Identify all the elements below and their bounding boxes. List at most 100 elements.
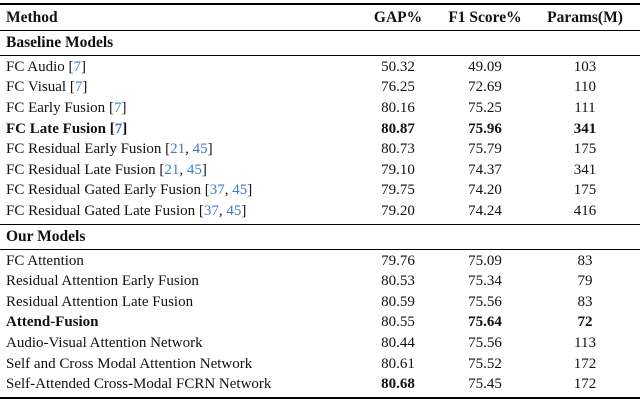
citation-link[interactable]: 37 [203,202,219,219]
gap-cell: 80.53 [381,273,415,290]
citation-link[interactable]: 45 [226,202,242,219]
method-cell: FC Early Fusion [7] [6,100,358,117]
citation-bracket-close: ] [241,202,247,219]
gap-cell: 80.61 [381,355,415,372]
method-name: FC Residual Late Fusion [6,161,156,178]
citation-link[interactable]: 7 [113,99,122,116]
citation-separator: , [224,182,233,199]
params-cell: 110 [574,79,596,96]
method-cell: Residual Attention Late Fusion [6,294,358,311]
params-cell: 79 [577,273,593,290]
method-name: FC Residual Early Fusion [6,141,162,158]
citation-bracket-close: ] [81,58,87,75]
citation-link[interactable]: 21 [170,141,186,158]
table-header-row: Method GAP% F1 Score% Params(M) [0,5,640,31]
f1-cell: 75.56 [468,334,502,351]
citation-bracket-close: ] [82,79,88,96]
method-cell: FC Residual Gated Early Fusion [37, 45] [6,182,358,199]
gap-cell: 80.73 [381,141,415,158]
section-title: Baseline Models [6,34,114,51]
method-name: FC Early Fusion [6,99,106,116]
table-row: FC Attention 79.76 75.09 83 [0,251,640,272]
column-header-f1: F1 Score% [448,8,522,26]
table-row: FC Early Fusion [7] 80.16 75.25 111 [0,98,640,119]
method-cell: Attend-Fusion [6,314,358,331]
method-cell: FC Visual [7] [6,79,358,96]
citation-link[interactable]: 7 [73,58,82,75]
citation-link[interactable]: 21 [164,161,180,178]
gap-cell: 80.68 [381,376,415,393]
method-cell: FC Audio [7] [6,59,358,76]
method-name: FC Visual [6,79,67,96]
method-name: Residual Attention Late Fusion [6,293,194,310]
params-cell: 341 [573,161,597,178]
table-row: FC Residual Gated Late Fusion [37, 45] 79… [0,201,640,222]
citation-link[interactable]: 45 [192,141,208,158]
citation-link[interactable]: 45 [186,161,202,178]
citation-link[interactable]: 45 [232,182,248,199]
section-header: Our Models [0,225,640,250]
citation-separator: , [218,202,227,219]
citation-separator: , [185,141,193,158]
f1-cell: 75.09 [468,252,502,269]
table-body: Baseline Models FC Audio [7] 50.32 49.09 103… [0,31,640,399]
f1-cell: 75.34 [468,273,502,290]
results-table: Method GAP% F1 Score% Params(M) Baseline… [0,3,640,399]
gap-cell: 80.59 [381,293,415,310]
citation-bracket-open: [ [161,141,171,158]
citation-bracket-open: [ [106,120,115,137]
method-name: Residual Attention Early Fusion [6,273,199,290]
section-rows: FC Audio [7] 50.32 49.09 103 FC Visual [7] 76… [0,56,640,225]
params-cell: 113 [574,334,596,351]
method-cell: FC Residual Gated Late Fusion [37, 45] [6,203,358,220]
f1-cell: 74.37 [468,161,502,178]
gap-cell: 79.76 [381,252,415,269]
f1-cell: 75.25 [468,99,502,116]
citation-bracket-open: [ [155,161,165,178]
f1-cell: 75.96 [468,120,502,137]
params-cell: 341 [573,120,597,137]
table-row: FC Residual Gated Early Fusion [37, 45] 7… [0,181,640,202]
params-cell: 175 [573,141,597,158]
method-name: Audio-Visual Attention Network [6,334,203,351]
params-cell: 103 [573,58,597,75]
table-row: Audio-Visual Attention Network 80.44 75.56… [0,333,640,354]
method-cell: Self and Cross Modal Attention Network [6,356,358,373]
table-row: Self-Attended Cross-Modal FCRN Network 80… [0,374,640,395]
f1-cell: 75.45 [468,376,502,393]
citation-separator: , [179,161,187,178]
citation-bracket-close: ] [121,99,127,116]
f1-cell: 75.52 [468,355,502,372]
method-name: FC Residual Gated Late Fusion [6,202,196,219]
params-cell: 72 [577,314,593,331]
method-name: Attend-Fusion [6,314,99,331]
section-title: Our Models [6,227,86,245]
table-row: FC Late Fusion [7] 80.87 75.96 341 [0,119,640,140]
table-row: FC Visual [7] 76.25 72.69 110 [0,78,640,99]
f1-cell: 75.64 [468,314,502,331]
params-cell: 83 [577,293,593,310]
gap-cell: 79.10 [381,161,415,178]
table-row: FC Residual Early Fusion [21, 45] 80.73 75… [0,139,640,160]
gap-cell: 50.32 [381,58,415,75]
citation-link[interactable]: 37 [209,182,225,199]
method-cell: FC Late Fusion [7] [6,121,358,138]
method-name: FC Late Fusion [6,120,107,137]
params-cell: 172 [573,376,597,393]
citation-bracket-open: [ [64,58,74,75]
citation-link[interactable]: 7 [114,120,123,137]
params-cell: 111 [574,99,596,116]
table-row: Attend-Fusion 80.55 75.64 72 [0,313,640,334]
gap-cell: 80.55 [381,314,415,331]
table-row: FC Residual Late Fusion [21, 45] 79.10 74.… [0,160,640,181]
column-header-gap: GAP% [373,8,423,26]
method-name: FC Attention [6,252,84,269]
column-header-method: Method [6,8,58,26]
gap-cell: 79.75 [381,182,415,199]
f1-cell: 75.79 [468,141,502,158]
method-name: FC Residual Gated Early Fusion [6,182,201,199]
citation-link[interactable]: 7 [74,79,83,96]
gap-cell: 79.20 [381,202,415,219]
method-name: Self and Cross Modal Attention Network [6,355,253,372]
gap-cell: 80.16 [381,99,415,116]
